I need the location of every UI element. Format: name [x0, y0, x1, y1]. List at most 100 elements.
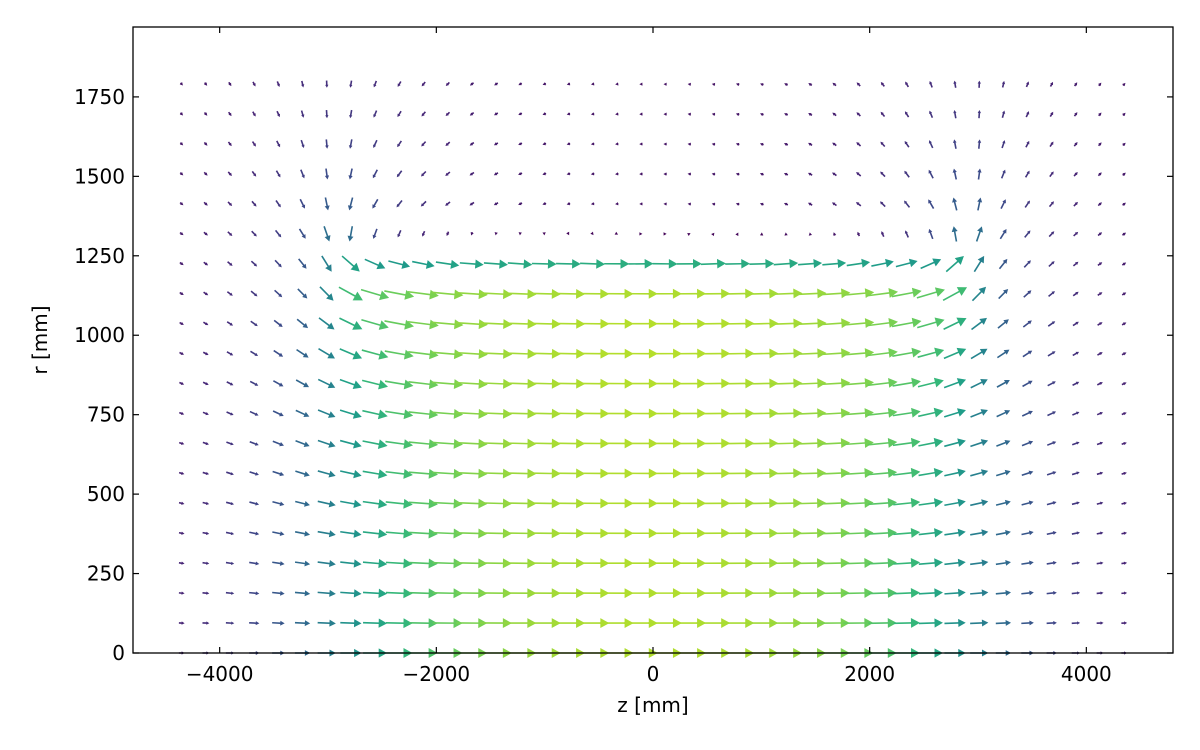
field-arrow: [1098, 82, 1102, 87]
field-arrow: [953, 110, 957, 119]
field-arrow: [412, 260, 435, 269]
field-arrow: [975, 226, 983, 242]
field-arrow: [493, 142, 499, 146]
field-arrow: [372, 228, 378, 239]
field-arrow: [1048, 261, 1055, 268]
field-arrow: [944, 438, 966, 448]
field-arrow: [317, 439, 336, 448]
field-arrow: [615, 112, 619, 116]
field-arrow: [249, 561, 260, 566]
field-arrow: [720, 528, 755, 539]
field-arrow: [179, 201, 184, 206]
field-arrow: [249, 531, 260, 536]
field-arrow: [469, 171, 475, 176]
field-arrow: [1071, 441, 1080, 446]
field-arrow: [944, 498, 966, 507]
field-arrow: [249, 621, 260, 626]
field-arrow: [325, 109, 329, 119]
field-arrow: [971, 286, 987, 302]
field-arrow: [300, 169, 305, 179]
y-tick-label: 250: [87, 562, 125, 586]
field-arrow: [648, 438, 683, 449]
field-arrow: [615, 202, 619, 206]
field-arrow: [891, 287, 922, 298]
field-arrow: [843, 528, 874, 538]
field-arrow: [687, 233, 691, 237]
field-arrow: [1025, 111, 1030, 118]
field-arrow: [1049, 171, 1054, 178]
field-arrow: [551, 318, 586, 329]
field-arrow: [842, 288, 875, 299]
field-arrow: [1071, 501, 1080, 506]
field-arrow: [445, 111, 451, 116]
field-arrow: [225, 531, 235, 536]
field-arrow: [944, 468, 966, 477]
field-arrow: [784, 142, 789, 146]
field-arrow: [1097, 142, 1102, 147]
field-arrow: [648, 528, 682, 539]
field-arrow: [1046, 441, 1057, 446]
field-arrow: [373, 139, 378, 148]
y-tick-label: 1750: [74, 85, 125, 109]
field-arrow: [178, 531, 185, 535]
field-arrow: [575, 438, 610, 449]
field-arrow: [527, 438, 561, 449]
field-arrow: [868, 497, 898, 508]
field-arrow: [348, 168, 353, 180]
field-arrow: [973, 255, 985, 273]
field-arrow: [711, 202, 716, 206]
field-arrow: [364, 258, 386, 270]
field-arrow: [1096, 382, 1103, 386]
field-arrow: [917, 347, 945, 358]
field-arrow: [1097, 322, 1103, 326]
field-arrow: [818, 618, 850, 628]
field-arrow: [1024, 230, 1031, 238]
field-arrow: [341, 255, 360, 272]
field-arrow: [745, 558, 779, 569]
field-arrow: [1021, 530, 1034, 536]
field-arrow: [274, 259, 282, 268]
field-arrow: [904, 230, 910, 238]
field-arrow: [818, 468, 850, 479]
field-arrow: [663, 112, 667, 116]
field-arrow: [203, 231, 208, 236]
field-arrow: [551, 468, 586, 479]
field-arrow: [503, 319, 537, 329]
field-arrow: [663, 82, 667, 86]
field-arrow: [566, 231, 570, 236]
field-arrow: [431, 289, 464, 300]
field-arrow: [971, 317, 987, 331]
field-arrow: [970, 439, 989, 448]
field-arrow: [202, 531, 210, 535]
field-arrow: [893, 588, 921, 598]
field-arrow: [479, 588, 512, 599]
field-arrow: [294, 560, 311, 567]
field-arrow: [360, 288, 390, 301]
field-arrow: [249, 410, 259, 416]
field-arrow: [868, 558, 897, 568]
field-arrow: [970, 529, 989, 537]
field-arrow: [1122, 232, 1127, 236]
field-arrow: [1121, 322, 1127, 326]
field-arrow: [518, 172, 523, 176]
field-arrow: [952, 197, 958, 211]
field-arrow: [696, 558, 731, 569]
field-arrow: [648, 288, 682, 299]
field-arrow: [339, 317, 363, 330]
field-arrow: [735, 83, 740, 87]
field-arrow: [648, 408, 683, 419]
field-arrow: [503, 408, 537, 419]
field-arrow: [893, 497, 921, 508]
field-arrow: [362, 469, 388, 479]
field-arrow: [431, 349, 464, 360]
field-arrow: [225, 501, 235, 506]
field-arrow: [977, 110, 981, 119]
field-arrow: [818, 378, 851, 389]
field-arrow: [615, 142, 619, 146]
field-arrow: [832, 142, 837, 147]
field-arrow: [527, 618, 561, 629]
field-arrow: [868, 588, 897, 598]
field-arrow: [349, 80, 353, 88]
field-arrow: [998, 288, 1009, 300]
field-arrow: [970, 348, 988, 360]
